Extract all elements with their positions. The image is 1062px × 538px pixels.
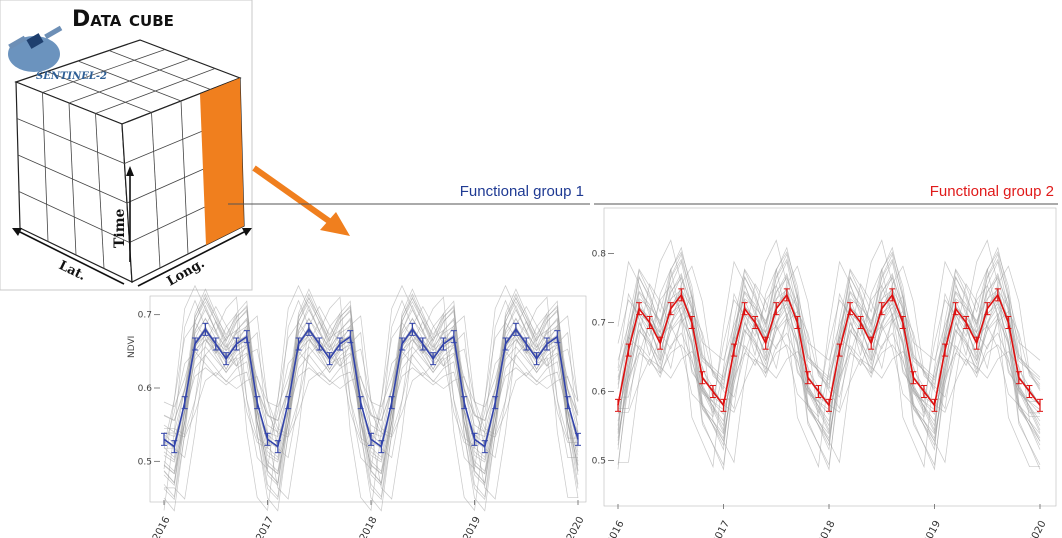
cube-grid-line	[77, 60, 182, 102]
y-tick-label: 0.8	[592, 249, 607, 259]
panel-2-plot-area	[603, 207, 1057, 507]
panel-1-yticks: 0.7 0.6 0.5	[138, 311, 160, 467]
background-trajectory	[163, 300, 579, 458]
background-trajectory	[163, 304, 579, 512]
background-trajectory	[617, 268, 1040, 469]
background-trajectory	[163, 299, 578, 512]
background-trajectory	[163, 354, 579, 463]
cube-to-chart-arrow	[252, 165, 350, 236]
cube-grid-line	[18, 191, 130, 243]
x-tick-label: 2016	[605, 519, 627, 538]
x-tick-label: 2018	[816, 519, 838, 538]
panel-2-mean-series	[615, 288, 1043, 412]
cube-grid-line	[95, 68, 216, 114]
cube-axis-time-label: Time	[112, 208, 128, 248]
x-tick-label: 2020	[1027, 519, 1049, 538]
cube-grid-line	[95, 113, 105, 269]
x-tick-label: 2017	[710, 519, 732, 538]
y-tick-label: 0.5	[138, 457, 152, 467]
y-tick-label: 0.7	[592, 318, 606, 328]
background-trajectory	[617, 251, 1041, 390]
background-trajectory	[163, 330, 579, 461]
background-trajectory	[164, 342, 579, 435]
background-trajectory	[163, 296, 579, 498]
panel-1-background-lines	[163, 284, 579, 512]
background-trajectory	[617, 332, 1041, 435]
panel-1-mean-series	[161, 322, 581, 454]
panel-2-background-lines	[617, 239, 1041, 471]
sentinel-logo: SENTINEL-2	[8, 25, 107, 82]
sentinel-logo-text: SENTINEL-2	[36, 71, 107, 82]
background-trajectory	[617, 284, 1040, 403]
background-trajectory	[617, 272, 1041, 427]
background-trajectory	[163, 333, 579, 475]
x-tick-label: 2017	[254, 515, 276, 538]
panel-2-xticks: 2016 2017 2018 2019 2020	[605, 504, 1049, 538]
x-tick-label: 2020	[565, 515, 587, 538]
background-trajectory	[163, 297, 579, 445]
solar-panel-icon	[44, 25, 63, 40]
background-trajectory	[617, 298, 1041, 423]
panel-1-ylabel: NDVI	[127, 336, 137, 358]
panel-2-yticks: 0.8 0.7 0.6 0.5	[592, 249, 614, 467]
solar-panel-icon	[8, 35, 27, 50]
x-tick-label: 2019	[921, 519, 943, 538]
cube-time-slice	[200, 78, 244, 245]
background-trajectory	[164, 320, 579, 500]
arrow-head	[320, 212, 350, 236]
background-trajectory	[618, 265, 1041, 410]
cube-grid-line	[17, 154, 128, 204]
background-trajectory	[618, 294, 1041, 464]
y-tick-label: 0.7	[138, 311, 152, 321]
globe-icon	[8, 36, 60, 72]
cube-title: Data cube	[72, 7, 174, 32]
panel-functional-group-2: Functional group 2 0.8 0.7 0.6 0.5 2016 2017…	[592, 183, 1058, 538]
background-trajectory	[163, 339, 579, 422]
panel-1-xticks: 2016 2017 2018 2019 2020	[151, 500, 587, 538]
lat-axis-line	[15, 229, 125, 285]
y-tick-label: 0.6	[592, 388, 607, 398]
background-trajectory	[163, 318, 579, 433]
background-trajectory	[163, 309, 579, 473]
data-cube: Time Lat. Long. Data cube SENTINEL-2	[0, 0, 253, 291]
background-trajectory	[163, 338, 579, 475]
x-tick-label: 2019	[461, 515, 483, 538]
y-tick-label: 0.6	[138, 384, 153, 394]
panel-2-title: Functional group 2	[930, 183, 1054, 200]
background-trajectory	[617, 318, 1041, 415]
arrow-shaft	[252, 165, 338, 229]
time-axis-arrowhead	[126, 166, 134, 176]
x-tick-label: 2018	[358, 515, 380, 538]
background-trajectory	[163, 317, 579, 487]
cube-grid-line	[108, 50, 211, 90]
background-trajectory	[163, 325, 579, 501]
cube-grid	[16, 49, 244, 269]
y-tick-label: 0.5	[592, 457, 606, 467]
panel-1-plot-area	[149, 295, 587, 503]
background-trajectory	[617, 239, 1040, 415]
panel-1-title: Functional group 1	[460, 183, 584, 200]
long-axis-line	[137, 229, 249, 287]
long-axis-arrowhead	[242, 228, 252, 236]
background-trajectory	[617, 296, 1041, 379]
lat-axis-arrowhead	[12, 228, 22, 236]
satellite-icon	[26, 33, 44, 49]
x-tick-label: 2016	[151, 515, 173, 538]
background-trajectory	[163, 288, 579, 484]
background-trajectory	[617, 277, 1041, 386]
